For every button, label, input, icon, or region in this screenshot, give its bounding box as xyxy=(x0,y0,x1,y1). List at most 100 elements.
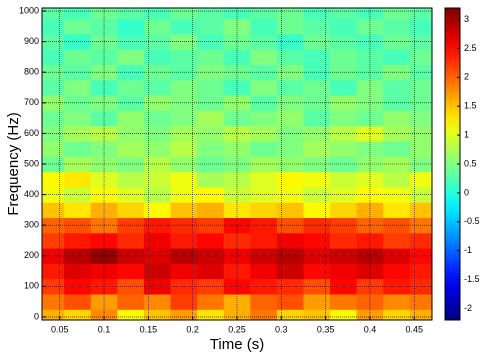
heatmap-cell xyxy=(409,64,432,81)
y-tick-label: 400 xyxy=(24,189,39,199)
x-tick-label: 0.2 xyxy=(186,324,199,334)
heatmap-cell xyxy=(409,171,432,188)
heatmap-cell xyxy=(250,156,278,173)
heatmap-cell xyxy=(383,110,411,127)
heatmap-cell xyxy=(303,171,331,188)
heatmap-cell xyxy=(330,202,358,219)
heatmap-cell xyxy=(250,110,278,127)
heatmap-cell xyxy=(90,8,118,20)
heatmap-cell xyxy=(276,49,304,66)
heatmap-cell xyxy=(64,8,92,20)
heatmap-cell xyxy=(90,294,118,310)
heatmap-cell xyxy=(143,217,172,234)
x-tick-label: 0.15 xyxy=(140,324,158,334)
heatmap-cell xyxy=(64,309,92,320)
heatmap xyxy=(42,8,432,320)
heatmap-cell xyxy=(170,263,198,280)
x-tick-label: 0.35 xyxy=(317,324,335,334)
heatmap-cell xyxy=(143,156,172,173)
heatmap-cell xyxy=(143,309,172,320)
x-axis-title: Time (s) xyxy=(210,336,264,353)
heatmap-cell xyxy=(143,202,172,219)
heatmap-cell xyxy=(330,49,358,66)
heatmap-cell xyxy=(330,186,358,203)
heatmap-cell xyxy=(170,294,198,310)
heatmap-cell xyxy=(276,202,304,219)
heatmap-cell xyxy=(330,294,358,310)
heatmap-cell xyxy=(303,49,331,66)
colorbar-tick-label: 1.5 xyxy=(464,101,477,111)
heatmap-cell xyxy=(250,263,278,280)
y-tick-label: 800 xyxy=(24,67,39,77)
heatmap-cell xyxy=(170,232,198,249)
heatmap-cell xyxy=(303,79,331,96)
heatmap-cell xyxy=(276,263,304,280)
colorbar-tick-label: 2.5 xyxy=(464,43,477,53)
heatmap-cell xyxy=(250,79,278,96)
heatmap-cell xyxy=(250,95,278,111)
heatmap-cell xyxy=(250,8,278,20)
heatmap-cell xyxy=(64,49,92,66)
heatmap-cell xyxy=(303,141,331,157)
heatmap-cell xyxy=(170,49,198,66)
heatmap-cell xyxy=(303,217,331,234)
heatmap-cell xyxy=(383,18,411,35)
heatmap-cell xyxy=(42,141,65,157)
colorbar-tick-label: -0.5 xyxy=(464,216,480,226)
heatmap-cell xyxy=(42,34,65,50)
heatmap-cell xyxy=(409,95,432,111)
heatmap-cell xyxy=(42,248,65,264)
heatmap-cell xyxy=(64,217,92,234)
heatmap-cell xyxy=(276,79,304,96)
heatmap-cell xyxy=(64,64,92,81)
x-tick-label: 0.4 xyxy=(364,324,377,334)
heatmap-cell xyxy=(303,248,331,264)
grid xyxy=(42,8,432,320)
heatmap-cell xyxy=(356,8,384,20)
heatmap-cell xyxy=(170,171,198,188)
heatmap-cell xyxy=(330,8,358,20)
heatmap-cell xyxy=(197,49,225,66)
heatmap-cell xyxy=(64,156,92,173)
heatmap-cell xyxy=(276,309,304,320)
heatmap-cell xyxy=(330,278,358,295)
heatmap-cell xyxy=(383,49,411,66)
y-tick-label: 1000 xyxy=(19,5,39,15)
heatmap-cell xyxy=(250,278,278,295)
heatmap-cell xyxy=(409,202,432,219)
heatmap-cell xyxy=(42,95,65,111)
heatmap-cell xyxy=(303,156,331,173)
heatmap-cell xyxy=(42,110,65,127)
heatmap-cell xyxy=(197,171,225,188)
heatmap-cell xyxy=(143,110,172,127)
heatmap-cell xyxy=(64,125,92,142)
heatmap-cell xyxy=(64,95,92,111)
x-tick-label: 0.45 xyxy=(406,324,424,334)
heatmap-cell xyxy=(223,49,251,66)
heatmap-cell xyxy=(223,171,251,188)
heatmap-cell xyxy=(303,263,331,280)
heatmap-cell xyxy=(197,8,225,20)
heatmap-cell xyxy=(117,141,145,157)
heatmap-cell xyxy=(197,263,225,280)
heatmap-cell xyxy=(64,202,92,219)
heatmap-cell xyxy=(409,8,432,20)
heatmap-cell xyxy=(90,49,118,66)
heatmap-cell xyxy=(250,248,278,264)
heatmap-cell xyxy=(223,8,251,20)
heatmap-cell xyxy=(409,263,432,280)
heatmap-cell xyxy=(117,232,145,249)
heatmap-cell xyxy=(64,34,92,50)
heatmap-cell xyxy=(64,141,92,157)
heatmap-cell xyxy=(356,263,384,280)
heatmap-cell xyxy=(42,232,65,249)
heatmap-cell xyxy=(117,110,145,127)
heatmap-cell xyxy=(303,64,331,81)
heatmap-cell xyxy=(303,202,331,219)
heatmap-cell xyxy=(303,110,331,127)
heatmap-cell xyxy=(409,309,432,320)
heatmap-cell xyxy=(143,232,172,249)
heatmap-cell xyxy=(250,141,278,157)
heatmap-cell xyxy=(90,79,118,96)
heatmap-cell xyxy=(117,294,145,310)
